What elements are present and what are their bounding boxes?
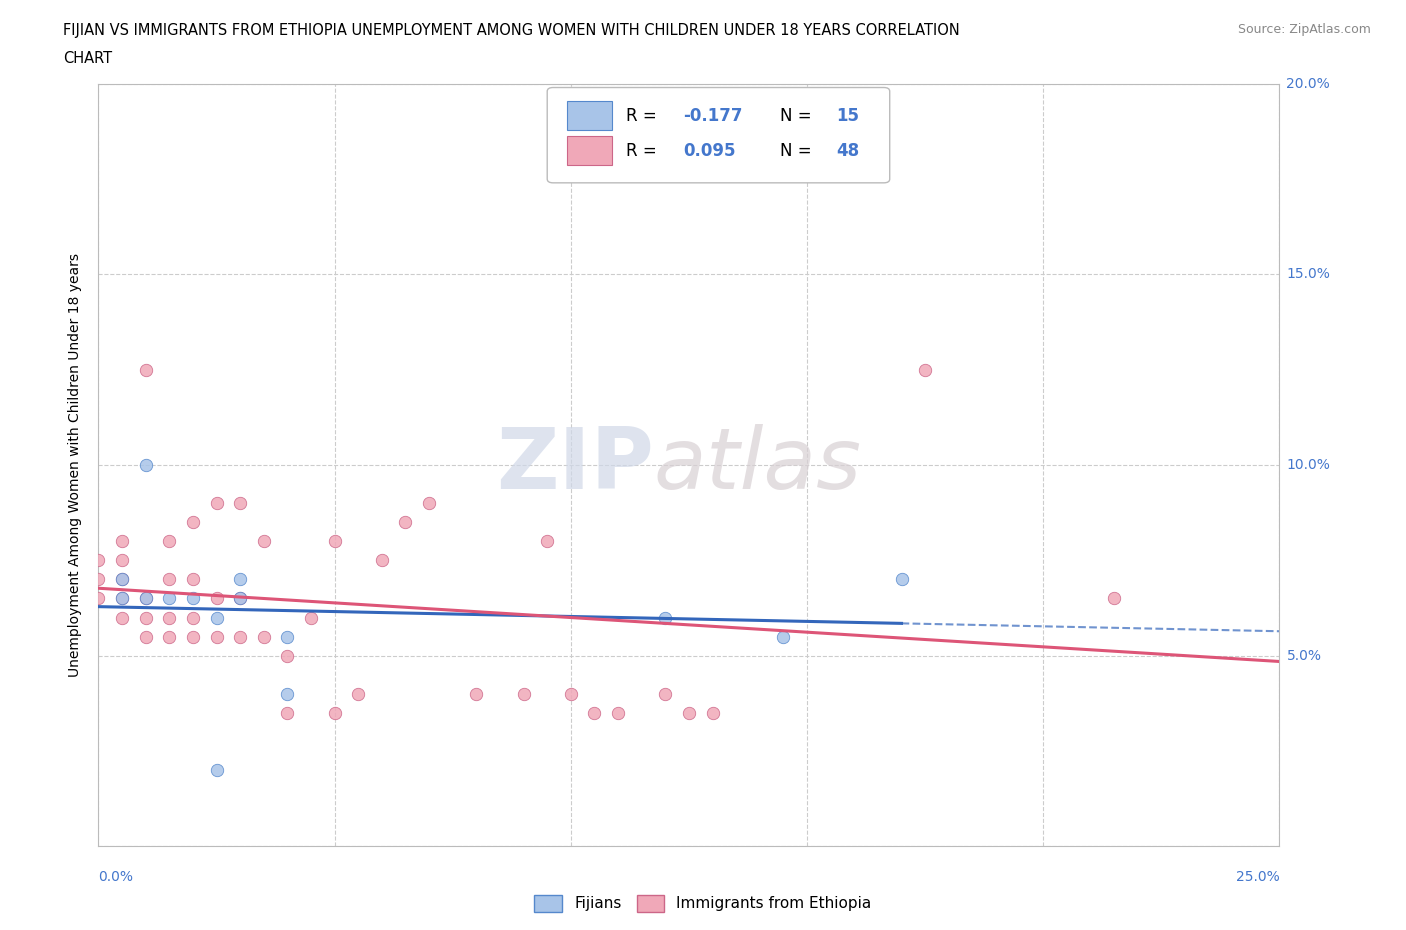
FancyBboxPatch shape	[567, 101, 612, 130]
Point	[205, 763, 228, 777]
Point	[560, 686, 582, 701]
Point	[654, 610, 676, 625]
Point	[135, 610, 157, 625]
Point	[347, 686, 370, 701]
Text: FIJIAN VS IMMIGRANTS FROM ETHIOPIA UNEMPLOYMENT AMONG WOMEN WITH CHILDREN UNDER : FIJIAN VS IMMIGRANTS FROM ETHIOPIA UNEMP…	[63, 23, 960, 38]
Text: 10.0%: 10.0%	[1286, 458, 1330, 472]
Point	[135, 630, 157, 644]
Text: 20.0%: 20.0%	[1286, 76, 1330, 91]
Point	[157, 591, 180, 606]
Point	[87, 591, 110, 606]
Point	[87, 572, 110, 587]
Point	[323, 705, 346, 720]
Text: R =: R =	[626, 107, 662, 125]
Point	[276, 630, 298, 644]
Point	[276, 705, 298, 720]
Point	[111, 591, 134, 606]
Point	[229, 630, 252, 644]
Text: 25.0%: 25.0%	[1236, 870, 1279, 884]
Text: CHART: CHART	[63, 51, 112, 66]
Point	[914, 363, 936, 378]
Point	[181, 515, 204, 530]
Point	[111, 572, 134, 587]
Point	[229, 572, 252, 587]
Text: 15.0%: 15.0%	[1286, 267, 1330, 282]
Point	[607, 705, 630, 720]
Text: Source: ZipAtlas.com: Source: ZipAtlas.com	[1237, 23, 1371, 36]
Point	[276, 686, 298, 701]
Point	[111, 534, 134, 549]
Point	[111, 610, 134, 625]
Point	[205, 496, 228, 511]
Text: 0.0%: 0.0%	[98, 870, 134, 884]
Point	[205, 610, 228, 625]
Point	[181, 572, 204, 587]
Y-axis label: Unemployment Among Women with Children Under 18 years: Unemployment Among Women with Children U…	[69, 253, 83, 677]
Point	[135, 458, 157, 472]
Point	[111, 591, 134, 606]
Point	[253, 534, 276, 549]
Point	[654, 686, 676, 701]
Point	[890, 572, 912, 587]
Point	[135, 591, 157, 606]
Legend: Fijians, Immigrants from Ethiopia: Fijians, Immigrants from Ethiopia	[529, 889, 877, 918]
Text: 48: 48	[837, 141, 859, 160]
Point	[87, 553, 110, 568]
Text: R =: R =	[626, 141, 662, 160]
Point	[1102, 591, 1125, 606]
Text: N =: N =	[780, 141, 817, 160]
Text: N =: N =	[780, 107, 817, 125]
Point	[181, 591, 204, 606]
Point	[157, 572, 180, 587]
Point	[323, 534, 346, 549]
Text: ZIP: ZIP	[496, 423, 654, 507]
Point	[181, 630, 204, 644]
Point	[181, 610, 204, 625]
Point	[276, 648, 298, 663]
Point	[111, 553, 134, 568]
Point	[111, 572, 134, 587]
Point	[299, 610, 322, 625]
Point	[702, 705, 724, 720]
Point	[135, 591, 157, 606]
Point	[418, 496, 440, 511]
Text: 15: 15	[837, 107, 859, 125]
Point	[157, 630, 180, 644]
FancyBboxPatch shape	[567, 137, 612, 166]
Point	[772, 630, 794, 644]
Text: -0.177: -0.177	[683, 107, 742, 125]
Text: atlas: atlas	[654, 423, 862, 507]
FancyBboxPatch shape	[547, 87, 890, 183]
Point	[157, 534, 180, 549]
Point	[157, 610, 180, 625]
Point	[583, 705, 606, 720]
Point	[394, 515, 416, 530]
Point	[371, 553, 394, 568]
Point	[465, 686, 488, 701]
Point	[229, 591, 252, 606]
Point	[229, 591, 252, 606]
Text: 5.0%: 5.0%	[1286, 648, 1322, 663]
Point	[205, 591, 228, 606]
Text: 0.095: 0.095	[683, 141, 735, 160]
Point	[253, 630, 276, 644]
Point	[135, 363, 157, 378]
Point	[229, 496, 252, 511]
Point	[536, 534, 558, 549]
Point	[678, 705, 700, 720]
Point	[512, 686, 534, 701]
Point	[205, 630, 228, 644]
